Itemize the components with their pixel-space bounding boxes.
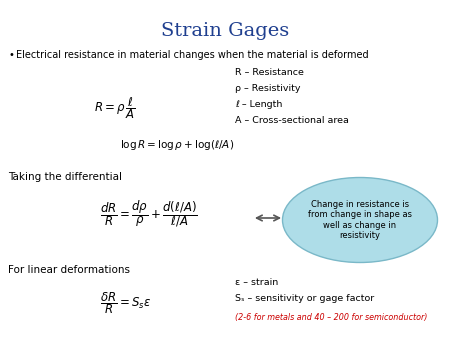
Text: $\dfrac{dR}{R} = \dfrac{d\rho}{\rho} + \dfrac{d(\ell/A)}{\ell/A}$: $\dfrac{dR}{R} = \dfrac{d\rho}{\rho} + \… — [100, 198, 198, 229]
Text: For linear deformations: For linear deformations — [8, 265, 130, 275]
Text: R – Resistance: R – Resistance — [235, 68, 304, 77]
Text: $\log R = \log\rho + \log(\ell/A)$: $\log R = \log\rho + \log(\ell/A)$ — [120, 138, 234, 152]
Text: ρ – Resistivity: ρ – Resistivity — [235, 84, 301, 93]
Text: A – Cross-sectional area: A – Cross-sectional area — [235, 116, 349, 125]
Text: Sₛ – sensitivity or gage factor: Sₛ – sensitivity or gage factor — [235, 294, 374, 303]
Text: $\dfrac{\delta R}{R} = S_s\varepsilon$: $\dfrac{\delta R}{R} = S_s\varepsilon$ — [100, 290, 151, 316]
Text: Taking the differential: Taking the differential — [8, 172, 122, 182]
Text: (2-6 for metals and 40 – 200 for semiconductor): (2-6 for metals and 40 – 200 for semicon… — [235, 313, 428, 322]
Text: Strain Gages: Strain Gages — [161, 22, 289, 40]
Text: Change in resistance is
from change in shape as
well as change in
resistivity: Change in resistance is from change in s… — [308, 200, 412, 240]
Text: ℓ – Length: ℓ – Length — [235, 100, 283, 109]
Text: $R = \rho\,\dfrac{\ell}{A}$: $R = \rho\,\dfrac{\ell}{A}$ — [94, 95, 136, 121]
Text: •: • — [8, 50, 14, 60]
Text: Electrical resistance in material changes when the material is deformed: Electrical resistance in material change… — [16, 50, 369, 60]
Text: ε – strain: ε – strain — [235, 278, 278, 287]
Ellipse shape — [283, 177, 437, 263]
